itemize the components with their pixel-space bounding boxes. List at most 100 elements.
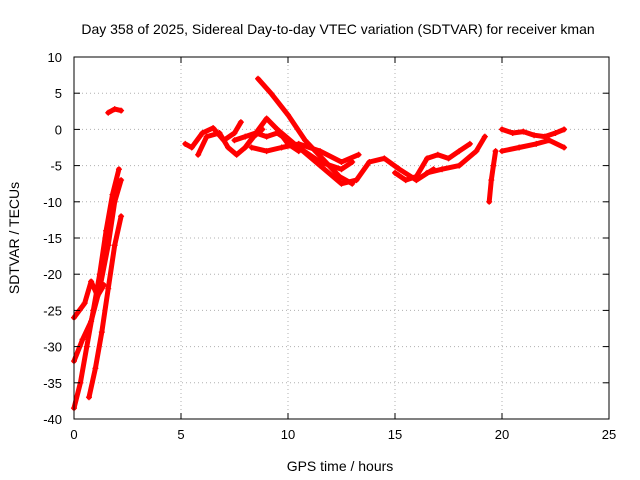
series-trace-d-point (81, 300, 88, 307)
series-trace-c-point (118, 213, 125, 220)
series-trace-n-point (481, 133, 488, 140)
series-trace-c-point (85, 394, 92, 401)
series-trace-f-point (199, 130, 206, 137)
series-trace-n-point (424, 169, 431, 176)
series-trace-o-point (488, 177, 495, 184)
series-trace-m-point (392, 169, 398, 176)
x-axis-label: GPS time / hours (287, 458, 394, 474)
series-trace-q-point (533, 140, 540, 147)
series-trace-h-point (263, 115, 270, 122)
series-trace-j-point (338, 158, 345, 165)
series-trace-c-point (98, 329, 105, 336)
series-trace-b-point (105, 242, 112, 249)
tick-layer: 0 5 10 15 20 25 -40 -35 -30 -25 -20 -15 -10 -5 0 5 10 (43, 50, 616, 442)
series-trace-g-point (225, 144, 232, 151)
series-trace-l-point (381, 155, 388, 162)
series-trace-i-point (231, 137, 238, 144)
x-tick-label: 5 (177, 427, 184, 442)
series-trace-m-point (413, 173, 420, 180)
series-trace-p-point (531, 132, 538, 139)
series-trace-m-point (456, 148, 463, 155)
series-trace-l-point (353, 177, 360, 184)
series-trace-l-point (295, 144, 302, 151)
series-trace-m-point (424, 155, 431, 162)
series-trace-f-point (188, 144, 195, 151)
series-trace-n-point (456, 162, 463, 169)
series-trace-q-point (546, 137, 553, 144)
series-trace-j-point (263, 148, 270, 155)
y-tick-label: -40 (43, 412, 62, 427)
series-trace-o-point (492, 148, 499, 155)
y-tick-label: -35 (43, 376, 62, 391)
series-trace-b-track (71, 177, 124, 364)
series-trace-l-point (274, 126, 281, 133)
series-trace-o-track (486, 148, 499, 205)
series-trace-i-point (242, 133, 249, 140)
series-trace-h-point (242, 144, 249, 151)
series-trace-n-point (473, 148, 480, 155)
series-trace-m-point (434, 151, 441, 158)
series-trace-g-point (203, 133, 210, 140)
series-trace-k-point (267, 90, 274, 97)
y-tick-label: 5 (55, 86, 62, 101)
series-trace-l-point (396, 166, 403, 173)
series-trace-p-point (541, 133, 548, 140)
series-trace-m-point (466, 140, 473, 147)
series-trace-i-point (338, 166, 345, 173)
series-trace-f-point (231, 130, 238, 137)
series-trace-k-point (336, 173, 343, 180)
series-trace-f-point (237, 119, 244, 126)
series-trace-m-point (402, 177, 409, 184)
chart-title: Day 358 of 2025, Sidereal Day-to-day VTE… (81, 21, 594, 37)
series-trace-c-point (105, 285, 112, 292)
series-trace-q-point (499, 148, 505, 155)
data-layer (71, 75, 568, 412)
series-trace-j-point (355, 151, 362, 158)
series-trace-q-point (561, 144, 568, 151)
series-trace-l-point (338, 180, 345, 187)
series-trace-k-point (255, 75, 262, 82)
series-trace-p-point (520, 128, 527, 135)
x-tick-label: 0 (70, 427, 77, 442)
series-trace-l-point (317, 162, 324, 169)
series-trace-i-point (252, 130, 259, 137)
y-tick-label: 10 (48, 50, 62, 65)
series-trace-f-point (182, 140, 189, 147)
series-trace-g-point (233, 151, 240, 158)
y-axis-label: SDTVAR / TECUs (6, 182, 22, 294)
series-trace-d-point (88, 278, 95, 285)
series-trace-b-point (111, 198, 118, 205)
series-trace-j-point (278, 144, 285, 151)
series-trace-c-track (86, 213, 124, 400)
y-tick-label: -15 (43, 231, 62, 246)
series-trace-b-point (79, 336, 86, 343)
series-trace-l-point (366, 158, 373, 165)
series-trace-e-point (111, 106, 118, 113)
series-trace-a-point (115, 166, 122, 173)
series-trace-p-point (499, 126, 505, 133)
series-trace-l-track (274, 126, 436, 187)
series-trace-k-point (285, 111, 291, 118)
y-tick-label: -30 (43, 340, 62, 355)
grid-layer (74, 57, 609, 419)
y-tick-label: -10 (43, 195, 62, 210)
series-trace-o-point (490, 162, 497, 169)
x-tick-label: 15 (388, 427, 402, 442)
series-trace-g-point (216, 130, 223, 137)
series-trace-k-point (319, 155, 326, 162)
series-trace-k-point (302, 137, 309, 144)
series-trace-j-point (248, 144, 255, 151)
series-trace-o-point (486, 198, 493, 205)
series-trace-n-point (439, 166, 446, 173)
series-trace-m-point (445, 155, 452, 162)
series-trace-i-point (263, 133, 270, 140)
series-trace-e-point (118, 107, 125, 114)
y-tick-label: -25 (43, 303, 62, 318)
x-tick-label: 25 (602, 427, 616, 442)
series-trace-a-point (83, 343, 90, 350)
x-tick-label: 10 (281, 427, 295, 442)
series-trace-q-point (516, 144, 523, 151)
series-trace-c-point (92, 365, 99, 372)
series-trace-q-track (499, 137, 567, 154)
